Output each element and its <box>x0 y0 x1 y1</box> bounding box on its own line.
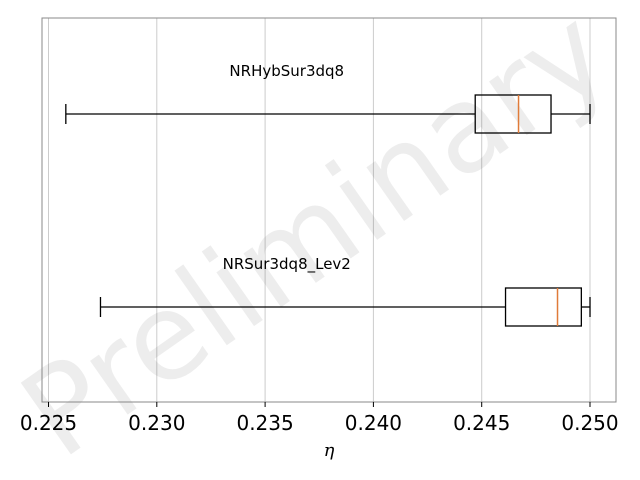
x-tick-label: 0.240 <box>345 411 402 435</box>
x-tick-label: 0.250 <box>561 411 618 435</box>
iqr-box <box>504 287 582 327</box>
plot-frame <box>41 17 617 403</box>
x-axis: 0.225 0.230 0.235 0.240 0.245 0.250 <box>20 402 619 435</box>
box-nrsur3dq8-lev2: NRSur3dq8_Lev2 <box>99 255 591 327</box>
series-label: NRHybSur3dq8 <box>229 62 344 80</box>
x-tick-label: 0.230 <box>128 411 185 435</box>
x-axis-label: η <box>324 440 335 461</box>
boxes: NRHybSur3dq8 NRSur3dq8_Lev2 <box>65 62 591 327</box>
series-label: NRSur3dq8_Lev2 <box>223 255 351 274</box>
x-tick-label: 0.225 <box>20 411 77 435</box>
x-tick-label: 0.245 <box>453 411 510 435</box>
box-nrhybsur3dq8: NRHybSur3dq8 <box>65 62 591 134</box>
grid-lines <box>47 18 591 402</box>
iqr-box <box>474 94 552 134</box>
x-tick-label: 0.235 <box>236 411 293 435</box>
